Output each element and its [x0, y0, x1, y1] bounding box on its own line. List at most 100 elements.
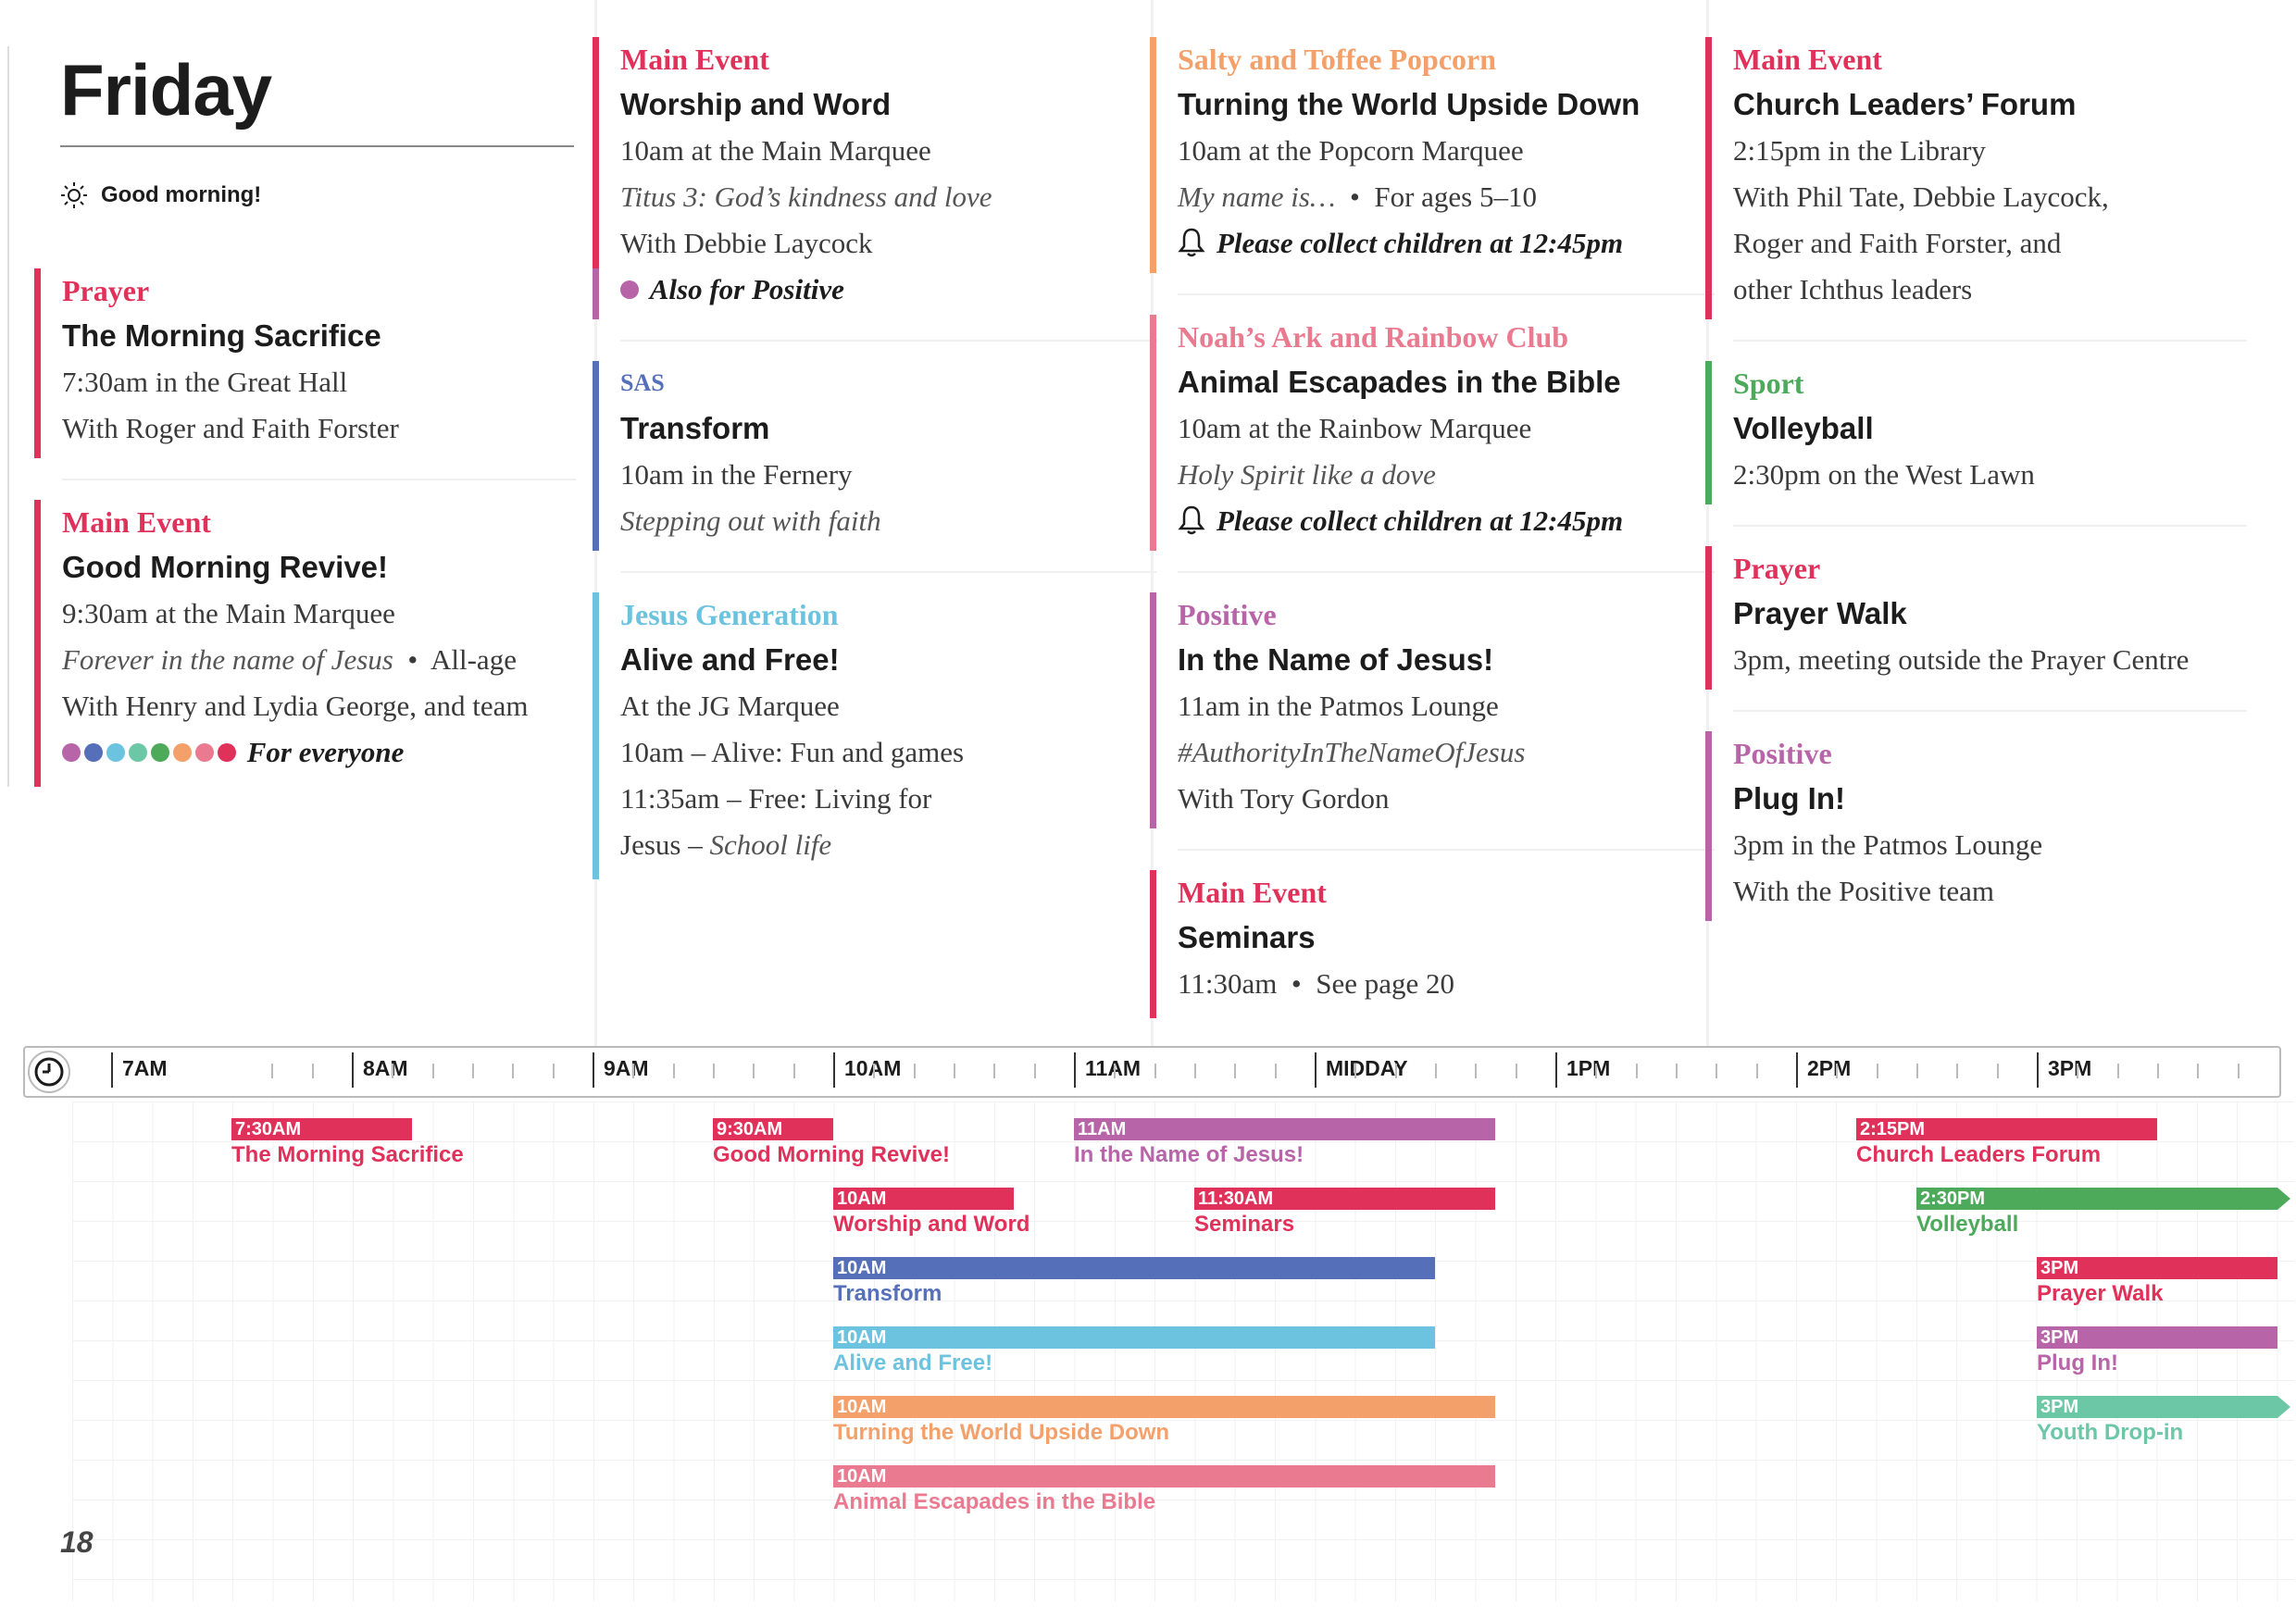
timeline-grid [72, 1101, 2294, 1601]
collect-note-line: Please collect children at 12:45pm [1178, 498, 1691, 544]
minor-tick [472, 1064, 474, 1078]
timeline-event-name: The Morning Sacrifice [231, 1142, 464, 1167]
event-category: Noah’s Ark and Rainbow Club [1178, 320, 1569, 354]
minor-tick [1394, 1064, 1397, 1078]
timeline-bar-time: 10AM [837, 1397, 887, 1417]
event-good-morning-revive: Main Event Good Morning Revive! 9:30am a… [34, 500, 576, 787]
clock-icon [26, 1049, 72, 1095]
timeline-bar-time: 10AM [837, 1189, 887, 1209]
event-animal-escapades: Noah’s Ark and Rainbow Club Animal Escap… [1150, 315, 1715, 573]
minor-tick [1676, 1064, 1678, 1078]
hour-tick [2037, 1052, 2039, 1088]
audience-note: For everyone [246, 736, 405, 768]
minor-tick [1876, 1064, 1878, 1078]
event-time-place: 11am in the Patmos Lounge [1178, 683, 1691, 729]
minor-tick [1916, 1064, 1918, 1078]
event-theme: My name is… [1178, 180, 1336, 213]
column-separator [1706, 0, 1709, 1046]
event-category: Main Event [620, 43, 769, 76]
event-time-place: 10am in the Fernery [620, 452, 1134, 498]
event-time: 7:30am [62, 366, 148, 398]
event-divider [1178, 293, 1715, 295]
event-morning-sacrifice: Prayer The Morning Sacrifice 7:30am in t… [34, 268, 576, 480]
event-place: at the Main Marquee [691, 134, 931, 167]
minor-tick [552, 1064, 555, 1078]
event-time: 3pm [1733, 643, 1785, 676]
positive-bar [593, 268, 599, 319]
event-turning-the-world: Salty and Toffee Popcorn Turning the Wor… [1150, 37, 1715, 295]
popcorn-dot [173, 742, 192, 762]
hour-label: 7AM [122, 1056, 168, 1080]
event-time-place: 7:30am in the Great Hall [62, 359, 576, 405]
minor-tick [392, 1064, 394, 1078]
timeline-event-name: Transform [833, 1281, 942, 1306]
minor-tick [792, 1064, 795, 1078]
timeline-event-name: Plug In! [2037, 1350, 2118, 1375]
hour-tick [833, 1052, 835, 1088]
event-leaders: With Tory Gordon [1178, 782, 1390, 815]
minor-tick [713, 1064, 715, 1078]
audience-line: For everyone [62, 729, 576, 776]
timeline-event-name: Seminars [1194, 1212, 1295, 1237]
event-time: 2:30pm [1733, 458, 1821, 491]
minor-tick [1515, 1064, 1517, 1078]
minor-tick [913, 1064, 916, 1078]
minor-tick [1033, 1064, 1036, 1078]
event-time: 10am [1178, 412, 1242, 444]
hour-label: 8AM [363, 1056, 408, 1080]
event-title: Volleyball [1733, 411, 1874, 445]
timeline-bar: 10AM [833, 1465, 1495, 1487]
event-volleyball: Sport Volleyball 2:30pm on the West Lawn [1705, 361, 2247, 527]
event-time: 3pm [1733, 828, 1785, 861]
category-bar [593, 592, 599, 879]
event-title: In the Name of Jesus! [1178, 642, 1494, 677]
event-time: 9:30am [62, 597, 148, 629]
event-title: Prayer Walk [1733, 596, 1907, 630]
event-place: in the Library [1828, 134, 1986, 167]
event-in-the-name-of-jesus: Positive In the Name of Jesus! 11am in t… [1150, 592, 1715, 851]
timeline-bar: 3PM [2037, 1257, 2277, 1279]
hour-tick [352, 1052, 354, 1088]
event-leaders-1: With Phil Tate, Debbie Laycock, [1733, 180, 2109, 213]
minor-tick [2077, 1064, 2079, 1078]
timeline-bar-time: 3PM [2040, 1258, 2079, 1278]
timeline-axis [23, 1046, 2281, 1098]
event-place: , meeting outside the Prayer Centre [1784, 643, 2190, 676]
event-title: Turning the World Upside Down [1178, 87, 1641, 121]
timeline-event-name: Animal Escapades in the Bible [833, 1489, 1156, 1514]
greeting-text: Good morning! [101, 182, 262, 207]
audience-line: Also for Positive [620, 267, 1134, 313]
minor-tick [672, 1064, 675, 1078]
continues-arrow [2277, 1396, 2290, 1418]
minor-tick [1154, 1064, 1156, 1078]
minor-tick [1114, 1064, 1117, 1078]
minor-tick [1836, 1064, 1839, 1078]
event-category: Main Event [62, 505, 211, 539]
timeline-bar: 10AM [833, 1257, 1435, 1279]
timeline-bar-time: 9:30AM [717, 1119, 783, 1139]
hour-tick [593, 1052, 594, 1088]
event-theme: Holy Spirit like a dove [1178, 458, 1436, 491]
event-title: Church Leaders’ Forum [1733, 87, 2077, 121]
hour-label: 3PM [2048, 1056, 2092, 1080]
event-leaders: With Debbie Laycock [620, 227, 873, 259]
rainbow-dot [195, 742, 214, 762]
minor-tick [2237, 1064, 2240, 1078]
bullet: • [1349, 180, 1360, 213]
hour-tick [1315, 1052, 1316, 1088]
category-bar [1150, 870, 1156, 1018]
event-theme: Titus 3: God’s kindness and love [620, 180, 992, 213]
main-dot [218, 742, 236, 762]
hour-label: 9AM [604, 1056, 649, 1080]
event-theme: #AuthorityInTheNameOfJesus [1178, 736, 1526, 768]
event-time-place: 9:30am at the Main Marquee [62, 591, 576, 637]
event-place: at the Main Marquee [155, 597, 395, 629]
event-time-place: 10am at the Main Marquee [620, 128, 1134, 174]
event-place: in the Fernery [691, 458, 853, 491]
event-theme: Stepping out with faith [620, 504, 881, 537]
event-title: Animal Escapades in the Bible [1178, 365, 1621, 399]
timeline-bar-time: 10AM [837, 1327, 887, 1348]
category-bar [1705, 37, 1712, 319]
event-category: Prayer [1733, 552, 1821, 585]
page-number: 18 [60, 1525, 94, 1559]
